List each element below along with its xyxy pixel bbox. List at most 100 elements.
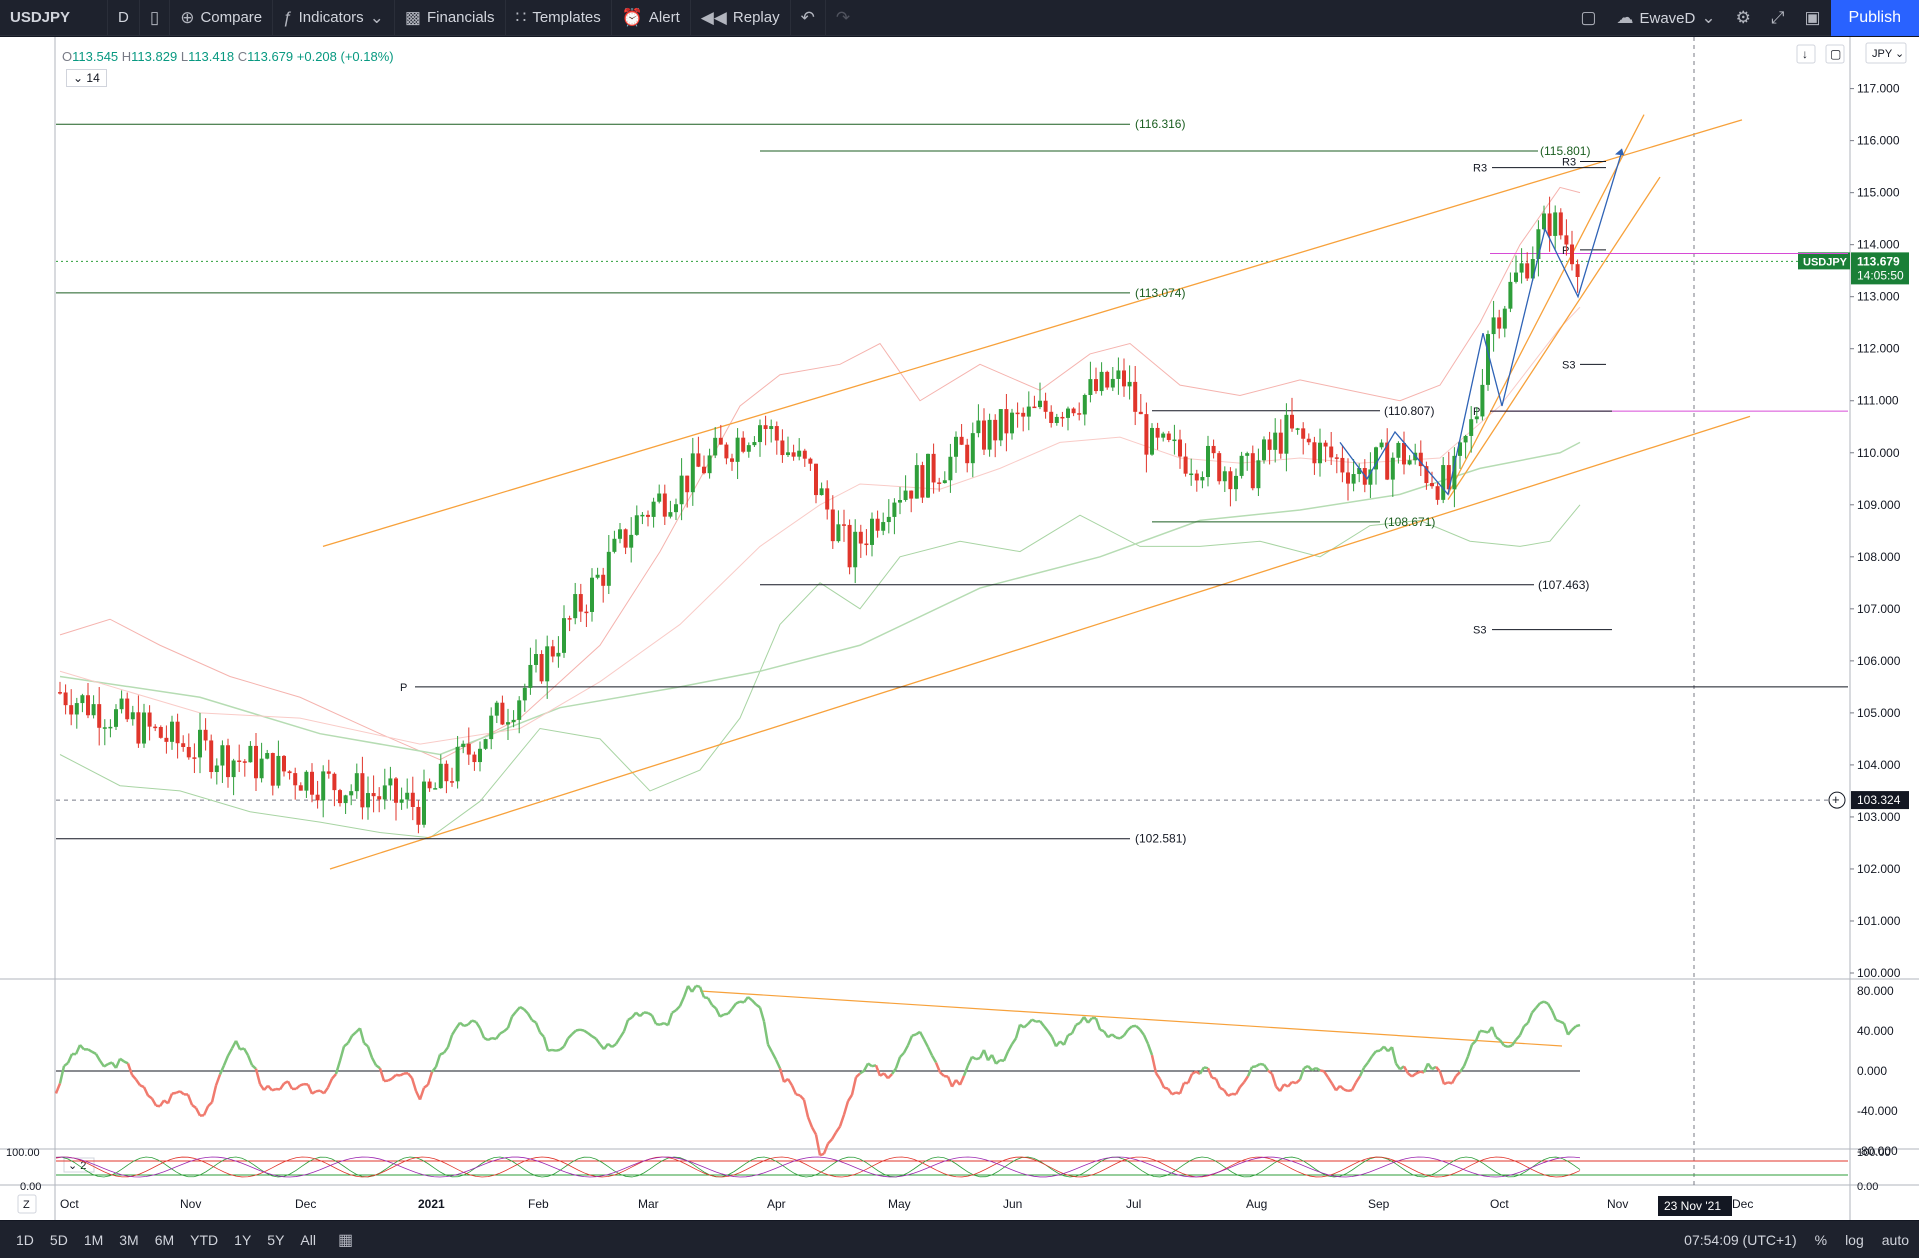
timeframe-1m[interactable]: 1M xyxy=(83,1231,104,1248)
oscillator-segment xyxy=(1507,1044,1513,1048)
oscillator-segment xyxy=(1415,1070,1421,1075)
oscillator-segment xyxy=(1050,1036,1058,1047)
chart-area[interactable]: 117.000 116.000 115.000 114.000 113.000 112.0… xyxy=(0,37,1919,1220)
chart-type-button[interactable]: ▯ xyxy=(140,0,171,36)
oscillator-segment xyxy=(1562,1022,1570,1036)
compare-button[interactable]: ⊕ Compare xyxy=(170,0,274,36)
candle-body xyxy=(1222,471,1227,482)
candle-body xyxy=(864,543,869,546)
oscillator-segment xyxy=(526,1012,534,1021)
candle-body xyxy=(690,453,695,493)
percent-toggle[interactable]: % xyxy=(1814,1231,1828,1248)
steep-channel-upper xyxy=(1447,114,1645,495)
price-level-label: (108.671) xyxy=(1384,515,1435,529)
expand-icon: ⤢ xyxy=(1770,8,1785,27)
oscillator-segment xyxy=(1070,1024,1078,1035)
candle-body xyxy=(1351,474,1356,484)
auto-toggle[interactable]: auto xyxy=(1881,1231,1909,1248)
timeframe-5d[interactable]: 5D xyxy=(49,1231,68,1248)
oscillator-segment xyxy=(1023,1023,1029,1029)
candle-body xyxy=(1071,408,1076,414)
oscillator-segment xyxy=(123,1060,129,1065)
oscillator-segment xyxy=(463,1023,469,1028)
candle-body xyxy=(1323,442,1328,447)
candle-body xyxy=(556,652,561,657)
publish-button[interactable]: Publish xyxy=(1830,0,1919,36)
candle-body xyxy=(287,771,292,774)
candle-body xyxy=(170,721,174,742)
candle-body xyxy=(954,436,958,457)
oscillator-segment xyxy=(1483,1030,1489,1034)
timeframe-3m[interactable]: 3M xyxy=(119,1231,139,1248)
mid-band xyxy=(59,306,1581,745)
oscillator-segment xyxy=(202,1105,210,1116)
oscillator-segment xyxy=(351,1031,357,1037)
high-label: H xyxy=(121,49,132,64)
candle-body xyxy=(702,466,706,474)
oscillator-segment xyxy=(1195,1070,1201,1075)
osc-divergence-line xyxy=(699,990,1563,1047)
oscillator-segment xyxy=(751,999,757,1006)
indicator-length-box[interactable]: ⌄ 14 xyxy=(66,69,107,87)
redo-button[interactable]: ↷ xyxy=(826,0,860,36)
time-tick-label: Oct xyxy=(60,1197,79,1211)
oscillator-segment xyxy=(1366,1055,1374,1064)
oscillator-segment xyxy=(1422,1062,1430,1073)
price-level-label: (116.316) xyxy=(1135,117,1185,131)
time-tick-label: 2021 xyxy=(418,1197,445,1211)
oscillator-segment xyxy=(98,1060,106,1068)
interval-button[interactable]: D xyxy=(108,0,140,36)
oscillator-segment xyxy=(551,1048,557,1052)
timeframe-ytd[interactable]: YTD xyxy=(190,1231,219,1248)
candle-body xyxy=(791,452,796,457)
candle-body xyxy=(1211,445,1216,454)
clock[interactable]: 07:54:09 (UTC+1) xyxy=(1684,1231,1797,1248)
oscillator-segment xyxy=(147,1094,153,1100)
rewind-icon: ◀◀ xyxy=(700,7,727,27)
oscillator-segment xyxy=(659,1021,665,1026)
layout-button[interactable]: ☁ EwaveD ⌄ xyxy=(1606,0,1725,36)
timeframe-1d[interactable]: 1D xyxy=(16,1231,34,1248)
plus-glyph: + xyxy=(1832,792,1840,807)
price-tick-label: 101.000 xyxy=(1857,914,1901,928)
chart-canvas[interactable]: 117.000 116.000 115.000 114.000 113.000 112.0… xyxy=(0,37,1919,1220)
timeframe-1y[interactable]: 1Y xyxy=(234,1231,252,1248)
osc2-tick-label: 0.00 xyxy=(20,1181,41,1193)
financials-button[interactable]: ▩ Financials xyxy=(395,0,506,36)
log-toggle[interactable]: log xyxy=(1845,1231,1864,1248)
undo-button[interactable]: ↶ xyxy=(791,0,826,36)
price-tick-label: 102.000 xyxy=(1857,862,1901,876)
candle-body xyxy=(858,531,863,544)
fullscreen-layout-button[interactable]: ▢ xyxy=(1570,0,1606,36)
candle-body xyxy=(86,695,90,716)
candle-body xyxy=(1306,438,1311,443)
oscillator-segment xyxy=(1402,1065,1410,1074)
oscillator-segment xyxy=(375,1064,381,1070)
candle-body xyxy=(1043,400,1048,412)
oscillator-segment xyxy=(1287,1081,1293,1088)
oscillator-segment xyxy=(918,1031,926,1040)
settings-button[interactable]: ⚙ xyxy=(1726,0,1761,36)
candle-body xyxy=(209,740,214,773)
candle-body xyxy=(976,420,981,434)
replay-button[interactable]: ◀◀ Replay xyxy=(691,0,791,36)
candle-body xyxy=(1463,435,1468,443)
steep-channel-lower xyxy=(1447,176,1661,500)
timeframe-all[interactable]: All xyxy=(300,1231,316,1248)
candle-body xyxy=(814,463,818,496)
timeframe-6m[interactable]: 6M xyxy=(154,1231,175,1248)
candle-body xyxy=(1217,453,1222,482)
fullscreen-button[interactable]: ⤢ xyxy=(1761,0,1795,36)
symbol-search[interactable]: USDJPY xyxy=(0,0,108,36)
candle-body xyxy=(1379,442,1384,448)
snapshot-button[interactable]: ▣ xyxy=(1794,0,1830,36)
templates-button[interactable]: ∷ Templates xyxy=(506,0,612,36)
oscillator-segment xyxy=(171,1091,177,1095)
top-toolbar: USDJPY D ▯ ⊕ Compare ƒ Indicators ⌄ ▩ Financ… xyxy=(0,0,1919,36)
oscillator-segment xyxy=(587,1032,593,1038)
oscillator-segment xyxy=(555,1048,561,1052)
timeframe-5y[interactable]: 5Y xyxy=(267,1231,285,1248)
indicators-button[interactable]: ƒ Indicators ⌄ xyxy=(273,0,395,36)
alert-button[interactable]: ⏰ Alert xyxy=(612,0,691,36)
calendar-icon[interactable]: ▦ xyxy=(337,1231,354,1249)
